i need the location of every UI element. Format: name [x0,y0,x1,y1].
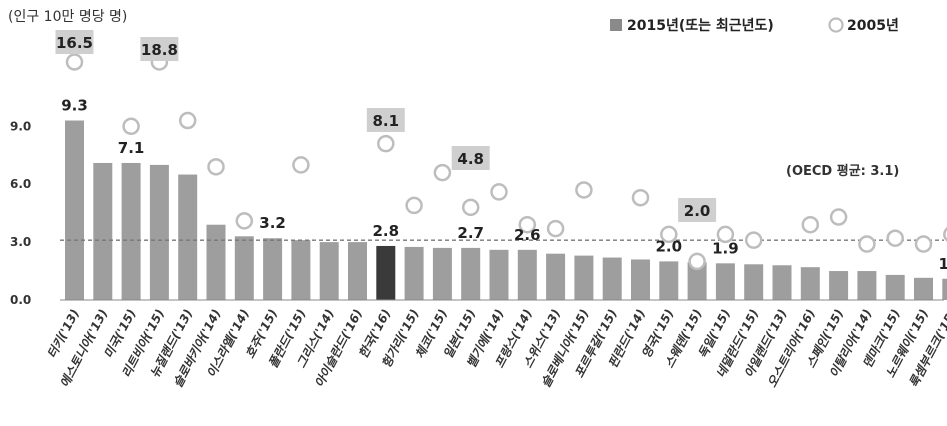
marker-2005 [546,219,565,238]
marker-2005 [377,134,395,153]
y-tick-label: 6.0 [10,177,31,191]
boxed-label-bg [140,37,179,61]
bar [348,242,367,300]
data-labels: 9.3 7.1 3.2 2.8 2.7 2.6 2.0 1.9 1.1 [61,97,947,273]
bar [574,255,594,300]
bar [659,261,679,300]
bar [885,274,905,300]
bar-data-label: 1.9 [712,239,739,257]
boxed-label: 16.5 [56,34,93,52]
legend-marker-label: 2005년 [847,18,899,34]
marker-2005 [886,229,904,247]
bar [942,278,947,300]
legend: 2015년(또는 최근년도) 2005년 [610,17,899,34]
marker-2005 [660,225,678,244]
y-tick-label: 9.0 [10,119,31,133]
bar-data-label: 1.1 [939,255,947,273]
bar-data-label: 9.3 [61,97,88,115]
y-tick-label: 0.0 [10,293,31,307]
marker-2005 [631,188,650,207]
bar [914,277,933,300]
legend-marker-swatch [828,17,844,33]
legend-bar-swatch [610,19,622,31]
bar [461,247,481,300]
bar-data-label: 2.8 [373,222,400,240]
boxed-label-bg [451,146,490,170]
bar-data-label: 7.1 [118,139,145,157]
y-tick-label: 3.0 [10,235,31,249]
marker-2005 [178,111,197,130]
marker-2005 [490,183,508,201]
y-axis: 0.0 3.0 6.0 9.0 [10,119,31,307]
marker-2005 [914,235,933,253]
bar [715,263,735,300]
bar [93,162,113,300]
x-axis: 터키('13)에스토니아('13)미국('15)리트비아('15)뉴질랜드('1… [45,299,947,390]
bar [631,259,650,300]
boxed-label: 2.0 [684,202,711,220]
bar [121,162,141,300]
bar [546,253,566,300]
marker-2005 [518,215,537,234]
marker-2005 [744,231,763,249]
bar [404,246,424,300]
bar [772,265,792,300]
bar-data-label: 2.6 [514,226,541,244]
bar [602,257,622,300]
boxed-label: 8.1 [373,112,400,130]
bar [517,249,537,300]
marker-2005 [292,156,310,174]
bar [800,267,820,300]
legend-bar-label: 2015년(또는 최근년도) [627,18,774,34]
bar [65,120,84,300]
boxed-label: 4.8 [457,150,484,168]
marker-2005 [688,252,706,271]
bar [857,271,877,300]
bar [319,242,339,300]
boxed-label-bg [55,30,94,54]
bar [234,236,254,300]
marker-2005 [943,227,947,242]
bar [432,247,452,300]
boxed-label-bg [366,108,405,132]
marker-2005 [122,117,140,136]
bar-data-label: 2.7 [457,224,484,242]
boxed-labels: 16.5 18.8 8.1 4.8 2.0 [55,30,717,222]
bar [149,164,169,300]
marker-2005 [433,163,452,182]
markers-2005 [65,53,947,271]
marker-2005 [801,215,820,234]
marker-2005 [829,208,848,226]
marker-2005 [207,158,225,176]
bar-data-label: 2.0 [656,237,683,255]
unit-label: (인구 10만 명당 명) [8,9,127,25]
bar [744,264,764,300]
bar [178,174,198,300]
bar [687,262,707,300]
boxed-label: 18.8 [141,41,178,59]
boxed-label-bg [678,198,717,222]
bar [376,245,396,300]
marker-2005 [716,225,735,244]
bar [291,240,311,300]
marker-2005 [235,212,254,230]
marker-2005 [461,198,480,217]
average-label: (OECD 평균: 3.1) [786,163,899,179]
bar [206,224,226,300]
marker-2005 [65,53,84,71]
marker-2005 [858,235,876,253]
bar [829,271,849,300]
marker-2005 [575,181,593,199]
bars [65,120,947,300]
marker-2005 [405,196,423,215]
bar-data-label: 3.2 [259,214,286,232]
bar [263,238,283,300]
bar [489,249,509,300]
